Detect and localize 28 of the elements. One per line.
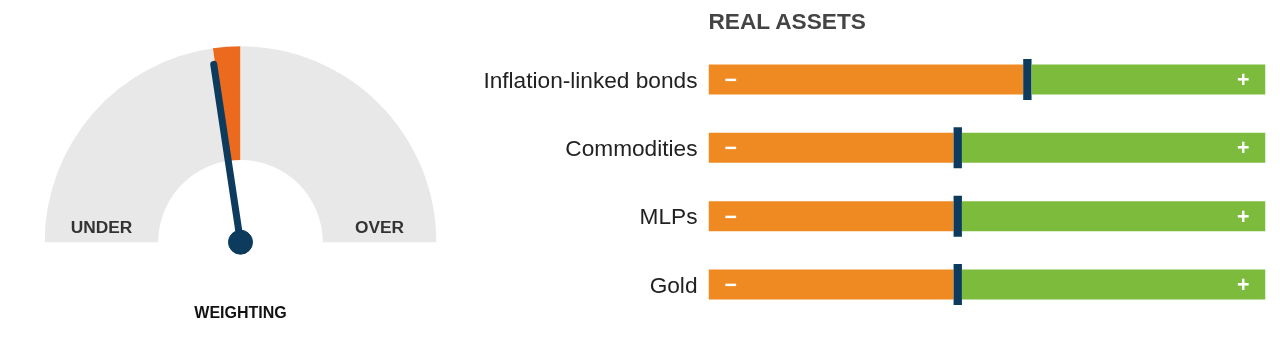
y-tick-label: Gold	[649, 271, 698, 298]
text: +	[1236, 273, 1250, 297]
text: −	[724, 204, 738, 229]
text: +	[1236, 204, 1250, 229]
bar	[961, 269, 1266, 300]
bar	[708, 269, 954, 300]
bar	[708, 64, 1024, 95]
bar	[953, 195, 962, 237]
bar	[1031, 64, 1266, 95]
y-tick-label: MLPs	[639, 203, 698, 230]
y-tick-label: Inflation-linked bonds	[483, 66, 698, 93]
bar	[961, 132, 1266, 163]
text: WEIGHTING	[194, 304, 287, 322]
slice-label: UNDER	[70, 217, 133, 238]
text: −	[724, 273, 738, 297]
annotation: +	[1236, 68, 1250, 92]
chart-title: REAL ASSETS	[708, 7, 866, 34]
bar	[708, 132, 954, 163]
bar	[961, 201, 1266, 232]
bar	[953, 127, 962, 169]
bar	[708, 201, 954, 232]
bar	[953, 264, 962, 305]
text: −	[724, 136, 738, 161]
slice-label: OVER	[354, 217, 405, 238]
bar	[1023, 59, 1032, 100]
annotation: −	[724, 68, 738, 92]
text: +	[1236, 136, 1250, 161]
y-tick-label: Commodities	[565, 134, 698, 161]
